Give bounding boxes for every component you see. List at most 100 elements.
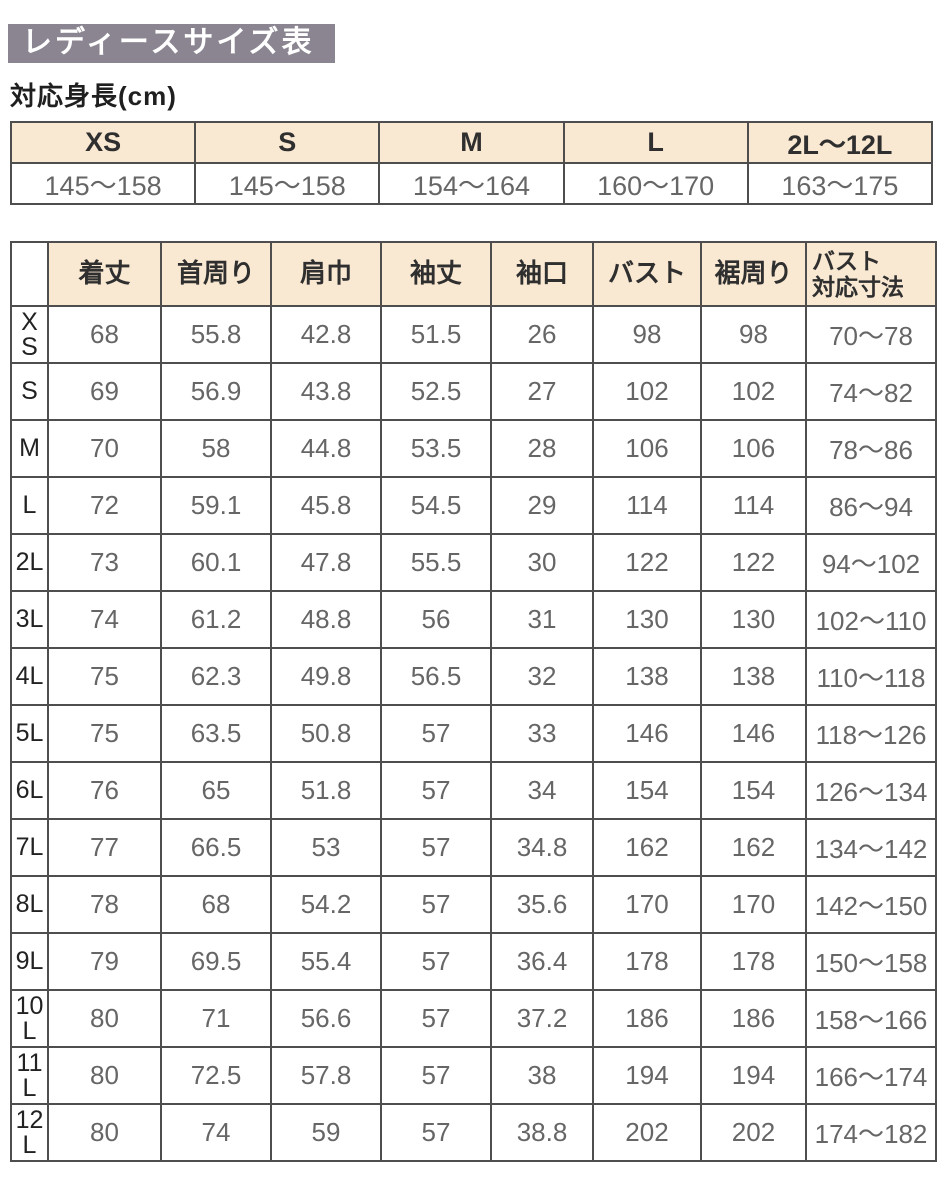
size-value-cell: 70 xyxy=(47,419,162,478)
height-table-caption: 対応身長(cm) xyxy=(10,81,177,111)
size-row: L 72 59.1 45.8 54.5 29 114 114 86〜94 xyxy=(10,476,937,535)
size-row: 3L 74 61.2 48.8 56 31 130 130 102〜110 xyxy=(10,590,937,649)
size-value-cell: 57 xyxy=(380,932,492,991)
size-value-cell: 55.4 xyxy=(270,932,382,991)
size-column-header: 着丈 xyxy=(47,241,162,307)
size-value-cell: 202 xyxy=(700,1103,807,1162)
size-value-cell: 73 xyxy=(47,533,162,592)
size-column-header: 袖丈 xyxy=(380,241,492,307)
size-value-cell: 134〜142 xyxy=(805,818,937,877)
size-value-cell: 80 xyxy=(47,1103,162,1162)
size-column-header: 袖口 xyxy=(490,241,594,307)
size-value-cell: 47.8 xyxy=(270,533,382,592)
size-row-label: M xyxy=(10,419,49,478)
size-row-label: 8L xyxy=(10,875,49,934)
size-row: 12L 80 74 59 57 38.8 202 202 174〜182 xyxy=(10,1103,937,1162)
height-size-header: 2L〜12L xyxy=(746,121,934,164)
size-value-cell: 57 xyxy=(380,704,492,763)
height-range-value: 145〜158 xyxy=(9,162,197,205)
size-row: 2L 73 60.1 47.8 55.5 30 122 122 94〜102 xyxy=(10,533,937,592)
size-value-cell: 38.8 xyxy=(490,1103,594,1162)
size-row: 9L 79 69.5 55.4 57 36.4 178 178 150〜158 xyxy=(10,932,937,991)
size-value-cell: 98 xyxy=(592,305,702,364)
size-row-label: 5L xyxy=(10,704,49,763)
size-value-cell: 102 xyxy=(592,362,702,421)
size-row: 11L 80 72.5 57.8 57 38 194 194 166〜174 xyxy=(10,1046,937,1105)
size-value-cell: 118〜126 xyxy=(805,704,937,763)
size-column-header: 裾周り xyxy=(700,241,807,307)
size-value-cell: 59.1 xyxy=(160,476,272,535)
size-value-cell: 74 xyxy=(47,590,162,649)
size-value-cell: 86〜94 xyxy=(805,476,937,535)
size-value-cell: 154 xyxy=(700,761,807,820)
size-row-label: L xyxy=(10,476,49,535)
size-value-cell: 33 xyxy=(490,704,594,763)
size-row: 10L 80 71 56.6 57 37.2 186 186 158〜166 xyxy=(10,989,937,1048)
size-value-cell: 49.8 xyxy=(270,647,382,706)
height-size-header: S xyxy=(194,121,381,164)
size-value-cell: 38 xyxy=(490,1046,594,1105)
size-value-cell: 114 xyxy=(592,476,702,535)
size-value-cell: 186 xyxy=(700,989,807,1048)
size-value-cell: 26 xyxy=(490,305,594,364)
size-value-cell: 54.5 xyxy=(380,476,492,535)
size-value-cell: 54.2 xyxy=(270,875,382,934)
size-value-cell: 56 xyxy=(380,590,492,649)
size-row-label: 11L xyxy=(10,1046,49,1105)
size-value-cell: 79 xyxy=(47,932,162,991)
size-value-cell: 56.5 xyxy=(380,647,492,706)
size-row: 6L 76 65 51.8 57 34 154 154 126〜134 xyxy=(10,761,937,820)
size-row-label: S xyxy=(10,362,49,421)
size-value-cell: 57 xyxy=(380,818,492,877)
size-value-cell: 43.8 xyxy=(270,362,382,421)
size-value-cell: 158〜166 xyxy=(805,989,937,1048)
size-value-cell: 31 xyxy=(490,590,594,649)
size-value-cell: 37.2 xyxy=(490,989,594,1048)
size-column-header: 首周り xyxy=(160,241,272,307)
size-value-cell: 126〜134 xyxy=(805,761,937,820)
height-table: XS S M L 2L〜12L 145〜158 145〜158 154〜164 160〜170… xyxy=(9,121,934,205)
height-table-header-row: XS S M L 2L〜12L xyxy=(9,121,934,164)
height-range-value: 154〜164 xyxy=(378,162,565,205)
size-value-cell: 53 xyxy=(270,818,382,877)
size-row: 7L 77 66.5 53 57 34.8 162 162 134〜142 xyxy=(10,818,937,877)
height-size-header: M xyxy=(378,121,565,164)
size-value-cell: 34 xyxy=(490,761,594,820)
size-value-cell: 102 xyxy=(700,362,807,421)
size-value-cell: 102〜110 xyxy=(805,590,937,649)
size-value-cell: 58 xyxy=(160,419,272,478)
size-row-label: 6L xyxy=(10,761,49,820)
size-value-cell: 55.8 xyxy=(160,305,272,364)
size-value-cell: 130 xyxy=(592,590,702,649)
size-value-cell: 94〜102 xyxy=(805,533,937,592)
size-value-cell: 45.8 xyxy=(270,476,382,535)
size-value-cell: 44.8 xyxy=(270,419,382,478)
size-value-cell: 27 xyxy=(490,362,594,421)
size-row: M 70 58 44.8 53.5 28 106 106 78〜86 xyxy=(10,419,937,478)
height-size-header: XS xyxy=(9,121,197,164)
size-row: 8L 78 68 54.2 57 35.6 170 170 142〜150 xyxy=(10,875,937,934)
size-value-cell: 138 xyxy=(700,647,807,706)
size-row: S 69 56.9 43.8 52.5 27 102 102 74〜82 xyxy=(10,362,937,421)
size-value-cell: 30 xyxy=(490,533,594,592)
size-value-cell: 150〜158 xyxy=(805,932,937,991)
size-value-cell: 194 xyxy=(700,1046,807,1105)
size-value-cell: 98 xyxy=(700,305,807,364)
size-value-cell: 154 xyxy=(592,761,702,820)
size-table-body: XS 68 55.8 42.8 51.5 26 98 98 70〜78 S 69 56.9 43.8 52… xyxy=(10,305,937,1162)
size-column-header: バスト xyxy=(592,241,702,307)
size-value-cell: 57 xyxy=(380,1103,492,1162)
size-value-cell: 162 xyxy=(700,818,807,877)
size-value-cell: 68 xyxy=(47,305,162,364)
size-value-cell: 51.8 xyxy=(270,761,382,820)
size-table-header-row: 着丈 首周り 肩巾 袖丈 袖口 バスト 裾周り バスト 対応寸法 xyxy=(10,241,937,307)
size-value-cell: 55.5 xyxy=(380,533,492,592)
size-column-header: 肩巾 xyxy=(270,241,382,307)
size-value-cell: 57 xyxy=(380,875,492,934)
size-value-cell: 32 xyxy=(490,647,594,706)
size-value-cell: 59 xyxy=(270,1103,382,1162)
page-title: レディースサイズ表 xyxy=(8,24,335,63)
size-value-cell: 29 xyxy=(490,476,594,535)
size-row-label: 9L xyxy=(10,932,49,991)
